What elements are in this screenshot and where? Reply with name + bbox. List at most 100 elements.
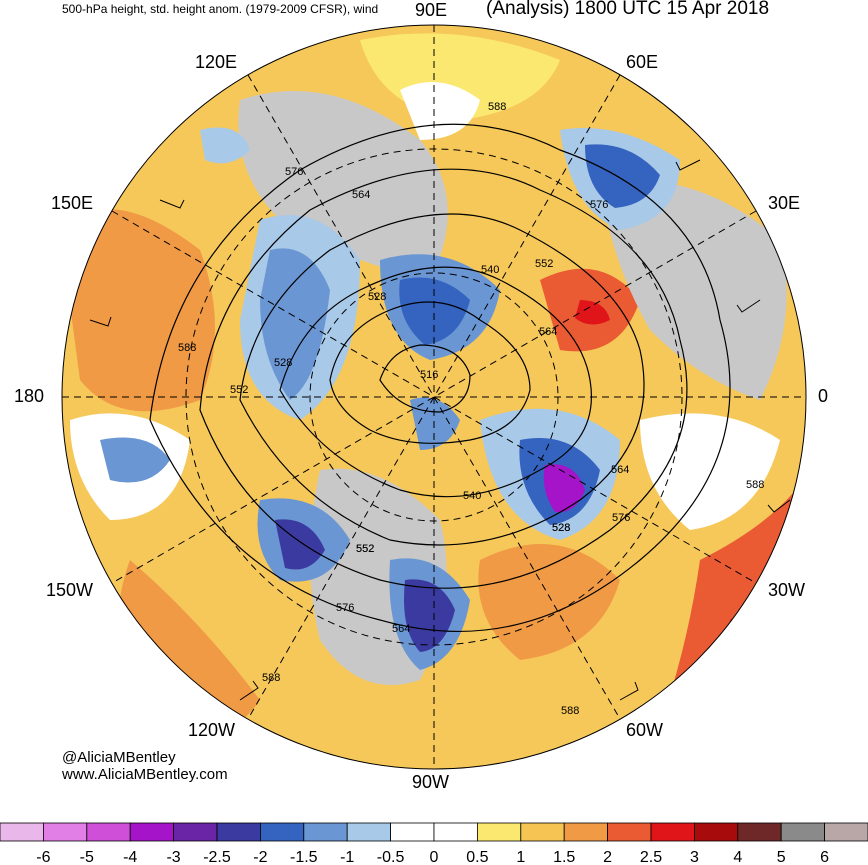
contour-label: 540	[481, 264, 499, 276]
contour-label: 552	[230, 384, 248, 396]
contour-label: 552	[356, 543, 374, 555]
contour-label: 516	[420, 369, 438, 381]
contour-label-group: 588 576 564 552 540 528 516 588 528 552 …	[178, 101, 764, 717]
anomaly-negative-region	[404, 579, 455, 652]
anomaly-positive-region	[575, 300, 610, 325]
lon-label-0: 0	[818, 386, 829, 406]
colorbar-swatch	[824, 822, 868, 842]
contour-label: 576	[612, 512, 630, 524]
colorbar-swatch	[780, 822, 826, 842]
colorbar-swatch	[433, 822, 478, 842]
anomaly-positive-region	[62, 209, 215, 412]
land-region	[238, 91, 448, 280]
colorbar-tick-label: 5	[777, 849, 786, 865]
hemispheric-map: 588 576 564 552 540 528 516 588 528 552 …	[61, 24, 807, 770]
anomaly-neutral-region	[400, 82, 480, 140]
lon-label-90e: 90E	[415, 0, 448, 20]
colorbar-tick-label: -0.5	[377, 849, 405, 865]
colorbar-tick-label: 4	[733, 849, 742, 865]
colorbar-tick-label: -2	[253, 849, 267, 865]
colorbar-tick-label: 1	[516, 849, 525, 865]
lon-label-60w: 60W	[626, 720, 664, 740]
colorbar-swatch	[43, 822, 88, 842]
anomaly-negative-region	[543, 464, 585, 513]
colorbar-swatch	[650, 822, 695, 842]
contour-label: 564	[611, 464, 629, 476]
colorbar-swatch	[303, 822, 348, 842]
credit-handle: @AliciaMBentley	[62, 749, 176, 766]
colorbar-tick-label: -3	[166, 849, 180, 865]
colorbar-swatch	[390, 822, 435, 842]
colorbar-swatch	[129, 822, 174, 842]
contour-label: 564	[352, 189, 370, 201]
lon-label-150e: 150E	[51, 193, 94, 213]
lon-label-30w: 30W	[768, 580, 806, 600]
colorbar-swatch	[737, 822, 782, 842]
colorbar-tick-label: 3	[690, 849, 699, 865]
contour-label: 588	[561, 705, 579, 717]
contour-label: 540	[463, 490, 481, 502]
colorbar-tick-label: -2.5	[203, 849, 231, 865]
colorbar-swatch	[216, 822, 261, 842]
colorbar-swatch	[173, 822, 218, 842]
colorbar-tick-label: 1.5	[553, 849, 575, 865]
lon-label-180: 180	[14, 386, 45, 406]
colorbar-boxes	[0, 822, 868, 842]
contour-label: 588	[488, 101, 506, 113]
wind-barbs	[89, 149, 791, 701]
colorbar-tick-label: -4	[123, 849, 137, 865]
contour-label: 528	[274, 357, 292, 369]
lon-label-60e: 60E	[626, 52, 659, 72]
contour-label: 588	[746, 479, 764, 491]
lon-label-30e: 30E	[768, 193, 801, 213]
anomaly-negative-region	[100, 437, 170, 483]
contour-label: 588	[262, 672, 280, 684]
colorbar-swatch	[0, 822, 44, 842]
map-border	[61, 24, 807, 770]
colorbar-tick-label: 6	[820, 849, 829, 865]
anomaly-negative-region	[260, 248, 330, 400]
colorbar: -6 -5 -4 -3 -2.5 -2 -1.5 -1 -0.5 0 0.5 1 1.5 2 2.5 3 4 5 6	[0, 822, 868, 865]
header-description: 500-hPa height, std. height anom. (1979-…	[62, 2, 379, 16]
colorbar-tick-label: -1	[340, 849, 354, 865]
credit-url: www.AliciaMBentley.com	[62, 766, 228, 783]
colorbar-swatch	[346, 822, 392, 842]
colorbar-tick-label: 2	[603, 849, 612, 865]
colorbar-swatch	[563, 822, 609, 842]
colorbar-tick-label: -5	[80, 849, 94, 865]
header-time: (Analysis) 1800 UTC 15 Apr 2018	[486, 0, 770, 19]
contour-label: 576	[590, 199, 608, 211]
colorbar-swatch	[694, 822, 739, 842]
graticule	[62, 25, 806, 769]
colorbar-swatch	[476, 822, 522, 842]
colorbar-tick-label: 0	[430, 849, 439, 865]
colorbar-swatch	[259, 822, 305, 842]
contour-label: 528	[552, 522, 570, 534]
contour-label: 564	[539, 326, 557, 338]
height-contours	[149, 123, 731, 633]
contour-label: 552	[535, 258, 553, 270]
colorbar-swatch	[607, 822, 652, 842]
contour-label: 552	[356, 543, 374, 555]
lon-label-90w: 90W	[412, 772, 450, 792]
lon-label-120w: 120W	[188, 720, 236, 740]
colorbar-tick-label: -1.5	[290, 849, 318, 865]
anomaly-negative-region	[399, 277, 470, 345]
lon-label-150w: 150W	[46, 580, 94, 600]
lon-label-120e: 120E	[195, 52, 238, 72]
colorbar-tick-label: -6	[36, 849, 50, 865]
anomaly-negative-region	[200, 127, 250, 164]
colorbar-swatch	[520, 822, 565, 842]
contour-label: 576	[285, 166, 303, 178]
contour-label: 528	[368, 291, 386, 303]
anomaly-neutral-region	[640, 413, 780, 530]
contour-label: 588	[178, 342, 196, 354]
anomaly-positive-region	[478, 544, 620, 660]
colorbar-swatch	[86, 822, 131, 842]
contour-label: 528	[552, 522, 570, 534]
land-region	[600, 178, 787, 400]
contour-label: 576	[336, 602, 354, 614]
contour-label: 564	[392, 623, 410, 635]
colorbar-ticks: -6 -5 -4 -3 -2.5 -2 -1.5 -1 -0.5 0 0.5 1 1.5 2 2.5 3 4 5 6	[36, 849, 829, 865]
colorbar-tick-label: 2.5	[640, 849, 662, 865]
